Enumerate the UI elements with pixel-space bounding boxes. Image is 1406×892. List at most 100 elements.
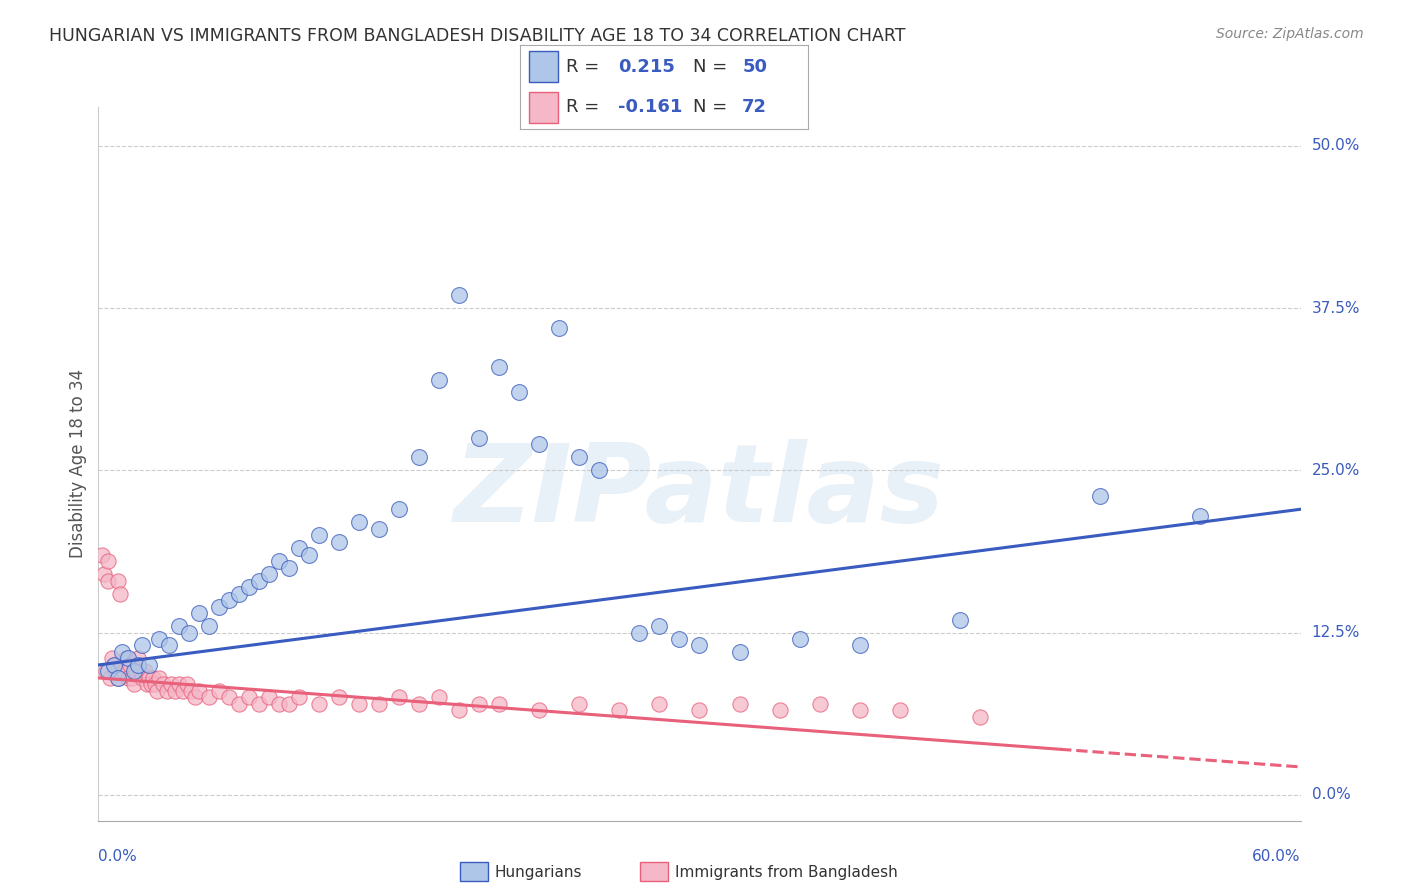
Text: 50.0%: 50.0% xyxy=(1312,138,1360,153)
Text: 12.5%: 12.5% xyxy=(1312,625,1360,640)
Point xyxy=(135,677,157,691)
Point xyxy=(247,574,270,588)
Point xyxy=(208,684,231,698)
Point xyxy=(107,671,129,685)
Point xyxy=(187,606,209,620)
Point xyxy=(114,665,136,679)
Point xyxy=(124,677,146,691)
Point xyxy=(172,684,194,698)
Point xyxy=(157,639,180,653)
Point xyxy=(287,541,309,556)
Point xyxy=(183,690,205,705)
Point xyxy=(447,703,470,717)
Point xyxy=(347,515,370,529)
Point xyxy=(180,684,202,698)
Point xyxy=(408,450,430,465)
Point xyxy=(949,613,972,627)
Point xyxy=(1088,489,1111,503)
Point xyxy=(91,548,114,562)
Point xyxy=(143,677,166,691)
Point xyxy=(308,697,330,711)
Point xyxy=(128,651,150,665)
Point xyxy=(103,657,125,672)
Point xyxy=(228,697,250,711)
Point xyxy=(267,697,290,711)
Point xyxy=(308,528,330,542)
Point xyxy=(388,502,411,516)
Text: ZIPatlas: ZIPatlas xyxy=(454,440,945,545)
Point xyxy=(468,431,491,445)
Point xyxy=(427,690,450,705)
Point xyxy=(152,677,174,691)
Point xyxy=(97,574,120,588)
Text: HUNGARIAN VS IMMIGRANTS FROM BANGLADESH DISABILITY AGE 18 TO 34 CORRELATION CHAR: HUNGARIAN VS IMMIGRANTS FROM BANGLADESH … xyxy=(49,27,905,45)
Point xyxy=(120,657,142,672)
Point xyxy=(238,580,260,594)
Point xyxy=(568,697,591,711)
Point xyxy=(117,671,139,685)
Point xyxy=(257,567,280,582)
Point xyxy=(115,651,138,665)
Point xyxy=(808,697,831,711)
Point xyxy=(105,665,128,679)
Point xyxy=(111,657,134,672)
Point xyxy=(100,671,122,685)
Point xyxy=(110,586,132,600)
Point xyxy=(167,619,190,633)
Point xyxy=(238,690,260,705)
Point xyxy=(969,710,991,724)
Point xyxy=(488,697,510,711)
Point xyxy=(529,703,551,717)
Point xyxy=(139,677,162,691)
Point xyxy=(298,548,321,562)
Point xyxy=(287,690,309,705)
Point xyxy=(628,625,651,640)
Point xyxy=(155,684,177,698)
Text: 37.5%: 37.5% xyxy=(1312,301,1360,316)
Point xyxy=(187,684,209,698)
Point xyxy=(1189,508,1212,523)
FancyBboxPatch shape xyxy=(529,52,558,82)
Text: R =: R = xyxy=(567,58,606,76)
Point xyxy=(145,684,167,698)
Point xyxy=(488,359,510,374)
Point xyxy=(347,697,370,711)
Y-axis label: Disability Age 18 to 34: Disability Age 18 to 34 xyxy=(69,369,87,558)
Point xyxy=(468,697,491,711)
Point xyxy=(548,320,571,334)
Point xyxy=(408,697,430,711)
Point xyxy=(668,632,690,646)
Point xyxy=(101,651,124,665)
Point xyxy=(97,665,120,679)
Point xyxy=(159,677,181,691)
Point xyxy=(111,645,134,659)
Point xyxy=(728,697,751,711)
Point xyxy=(529,437,551,451)
Point xyxy=(124,665,146,679)
Point xyxy=(277,560,299,574)
Point xyxy=(388,690,411,705)
Text: Immigrants from Bangladesh: Immigrants from Bangladesh xyxy=(675,865,897,880)
Point xyxy=(889,703,911,717)
Point xyxy=(768,703,790,717)
Point xyxy=(177,625,200,640)
Text: 0.0%: 0.0% xyxy=(98,849,138,864)
Point xyxy=(125,665,148,679)
Point xyxy=(267,554,290,568)
Point xyxy=(368,522,391,536)
Point xyxy=(148,671,170,685)
Point xyxy=(849,703,872,717)
Point xyxy=(107,671,129,685)
Point xyxy=(328,690,350,705)
Point xyxy=(197,619,219,633)
Point xyxy=(131,639,153,653)
Text: -0.161: -0.161 xyxy=(619,98,682,116)
Text: 0.0%: 0.0% xyxy=(1312,788,1350,802)
Text: 0.215: 0.215 xyxy=(619,58,675,76)
Point xyxy=(728,645,751,659)
Point xyxy=(134,665,156,679)
Point xyxy=(97,554,120,568)
Point xyxy=(648,697,671,711)
Point xyxy=(228,586,250,600)
Text: 50: 50 xyxy=(742,58,768,76)
